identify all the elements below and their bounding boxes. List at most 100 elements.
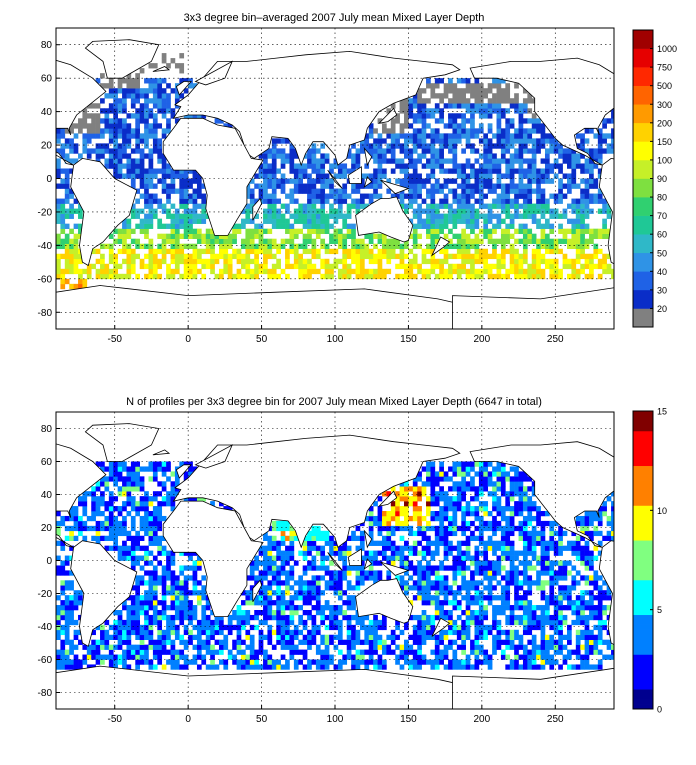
- data-cell: [267, 219, 272, 224]
- data-cell: [549, 143, 554, 148]
- data-cell: [316, 158, 321, 163]
- data-cell: [369, 630, 374, 635]
- data-cell: [492, 103, 497, 108]
- data-cell: [126, 163, 131, 168]
- data-cell: [298, 219, 303, 224]
- data-cell: [589, 239, 594, 244]
- data-cell: [259, 600, 264, 605]
- data-cell: [320, 163, 325, 168]
- data-cell: [109, 536, 114, 541]
- data-cell: [523, 556, 528, 561]
- data-cell: [488, 184, 493, 189]
- data-cell: [60, 615, 65, 620]
- data-cell: [215, 259, 220, 264]
- data-cell: [563, 655, 568, 660]
- data-cell: [91, 128, 96, 133]
- data-cell: [60, 219, 65, 224]
- data-cell: [294, 259, 299, 264]
- data-cell: [122, 128, 127, 133]
- data-cell: [417, 209, 422, 214]
- data-cell: [320, 551, 325, 556]
- data-cell: [571, 168, 576, 173]
- data-cell: [510, 551, 515, 556]
- data-cell: [166, 551, 171, 556]
- data-cell: [223, 244, 228, 249]
- data-cell: [501, 590, 506, 595]
- data-cell: [536, 645, 541, 650]
- data-cell: [439, 536, 444, 541]
- data-cell: [501, 244, 506, 249]
- data-cell: [294, 214, 299, 219]
- data-cell: [430, 199, 435, 204]
- data-cell: [162, 128, 167, 133]
- data-cell: [254, 655, 259, 660]
- data-cell: [378, 143, 383, 148]
- data-cell: [466, 610, 471, 615]
- data-cell: [611, 269, 616, 274]
- data-cell: [435, 274, 440, 279]
- data-cell: [342, 184, 347, 189]
- data-cell: [369, 660, 374, 665]
- data-cell: [197, 635, 202, 640]
- data-cell: [210, 239, 215, 244]
- data-cell: [267, 551, 272, 556]
- data-cell: [532, 650, 537, 655]
- data-cell: [144, 168, 149, 173]
- data-cell: [391, 123, 396, 128]
- data-cell: [360, 204, 365, 209]
- data-cell: [607, 595, 612, 600]
- data-cell: [281, 189, 286, 194]
- data-cell: [91, 123, 96, 128]
- data-cell: [113, 264, 118, 269]
- data-cell: [417, 590, 422, 595]
- data-cell: [140, 68, 145, 73]
- data-cell: [219, 630, 224, 635]
- data-cell: [430, 158, 435, 163]
- data-cell: [153, 118, 158, 123]
- data-cell: [267, 556, 272, 561]
- data-cell: [153, 214, 158, 219]
- data-cell: [452, 93, 457, 98]
- data-cell: [122, 650, 127, 655]
- data-cell: [122, 259, 127, 264]
- data-cell: [263, 561, 268, 566]
- data-cell: [334, 645, 339, 650]
- data-cell: [267, 168, 272, 173]
- data-cell: [245, 234, 250, 239]
- data-cell: [580, 199, 585, 204]
- data-cell: [338, 630, 343, 635]
- data-cell: [65, 189, 70, 194]
- data-cell: [281, 635, 286, 640]
- data-cell: [532, 128, 537, 133]
- data-cell: [347, 605, 352, 610]
- data-cell: [567, 630, 572, 635]
- data-cell: [153, 143, 158, 148]
- data-cell: [272, 570, 277, 575]
- data-cell: [316, 189, 321, 194]
- data-cell: [131, 630, 136, 635]
- data-cell: [188, 179, 193, 184]
- data-cell: [201, 645, 206, 650]
- data-cell: [422, 575, 427, 580]
- data-cell: [536, 620, 541, 625]
- data-cell: [149, 98, 154, 103]
- data-cell: [74, 655, 79, 660]
- data-cell: [276, 179, 281, 184]
- data-cell: [589, 184, 594, 189]
- data-cell: [219, 650, 224, 655]
- data-cell: [444, 650, 449, 655]
- data-cell: [197, 630, 202, 635]
- data-cell: [576, 630, 581, 635]
- data-cell: [162, 615, 167, 620]
- data-cell: [554, 650, 559, 655]
- data-cell: [558, 645, 563, 650]
- data-cell: [488, 153, 493, 158]
- data-cell: [492, 264, 497, 269]
- data-cell: [126, 173, 131, 178]
- data-cell: [259, 239, 264, 244]
- data-cell: [166, 118, 171, 123]
- data-cell: [118, 153, 123, 158]
- data-cell: [448, 219, 453, 224]
- data-cell: [267, 229, 272, 234]
- data-cell: [215, 630, 220, 635]
